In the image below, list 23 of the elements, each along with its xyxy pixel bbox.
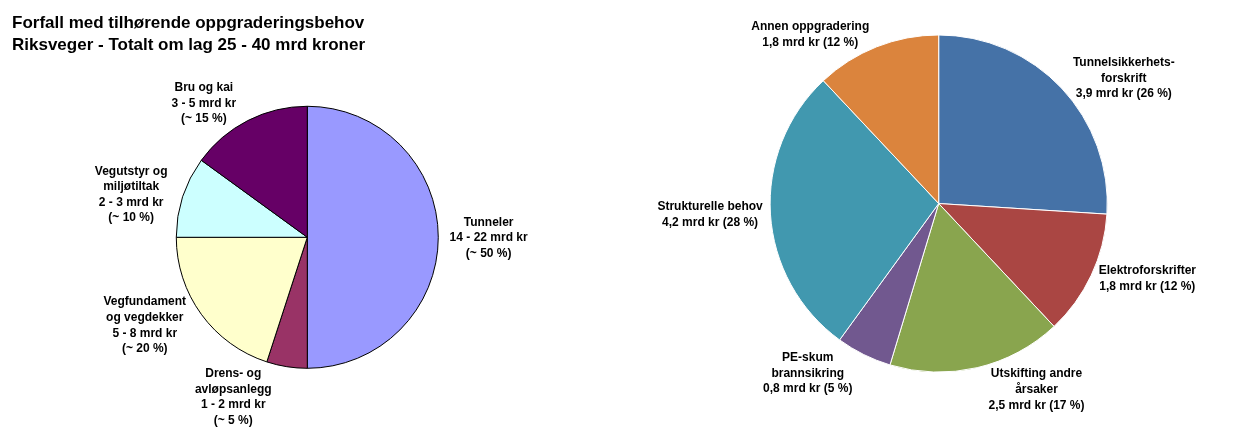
data-label: 2,5 mrd kr (17 %) — [988, 397, 1085, 412]
slice-label: Elektroforskrifter — [1098, 263, 1197, 278]
slice-label: Tunneler — [463, 214, 514, 229]
data-label: 2 - 3 mrd kr (~ 10 %) — [98, 194, 164, 225]
slice-label: Vegutstyr og miljøtiltak — [94, 163, 168, 194]
slice-label: Utskifting andre årsaker — [990, 366, 1083, 397]
data-label: 1,8 mrd kr (12 %) — [1099, 278, 1196, 293]
data-label: 14 - 22 mrd kr (~ 50 %) — [449, 230, 528, 260]
slice-label: Bru og kai — [174, 80, 234, 95]
data-label: 1,8 mrd kr (12 %) — [762, 34, 859, 49]
slice-label: PE-skum brannsikring — [771, 350, 845, 380]
data-label: 3,9 mrd kr (26 %) — [1075, 86, 1172, 101]
data-label: 0,8 mrd kr (5 %) — [763, 381, 853, 396]
slice-label: Vegfundament og vegdekker — [103, 294, 187, 324]
chart-title: Forfall med tilhørende oppgraderingsbehov Riksveger - Totalt om lag 25 - 40 mrd kroner — [12, 13, 366, 55]
slice-label: Tunnelsikkerhets- forskrift — [1072, 54, 1175, 85]
data-label: 4,2 mrd kr (28 %) — [662, 214, 759, 229]
data-label: 3 - 5 mrd kr (~ 15 %) — [171, 95, 237, 126]
slice-label: Drens- og avløpsanlegg — [194, 365, 272, 396]
slice-label: Strukturelle behov — [657, 199, 764, 214]
data-label: 5 - 8 mrd kr (~ 20 %) — [112, 325, 178, 356]
data-label: 1 - 2 mrd kr (~ 5 %) — [200, 397, 266, 427]
slice-label: Annen oppgradering — [751, 19, 870, 34]
